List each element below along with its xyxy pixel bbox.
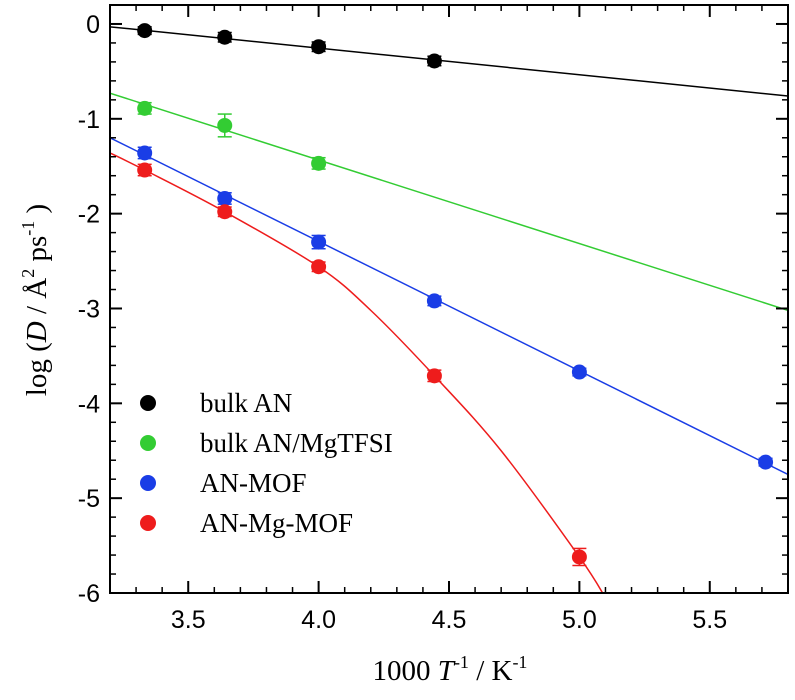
data-point [311, 234, 327, 250]
data-point [311, 259, 327, 275]
data-point [426, 53, 442, 69]
y-tick-label: -2 [78, 201, 100, 229]
plot-frame [109, 4, 789, 594]
legend: bulk AN bulk AN/MgTFSI AN-MOF AN-Mg-MOF [140, 388, 393, 538]
data-point [217, 190, 233, 206]
data-point [137, 162, 153, 178]
data-point [311, 39, 327, 55]
data-point [137, 100, 153, 116]
x-tick-label: 5.5 [692, 606, 727, 634]
fit-line-bulk-an-mgtfsi [110, 92, 788, 312]
legend-marker [140, 435, 156, 451]
data-point [571, 549, 587, 565]
data-point [137, 23, 153, 39]
y-tick-label: -5 [78, 485, 100, 513]
legend-marker [140, 475, 156, 491]
legend-label: AN-MOF [200, 468, 307, 498]
x-tick-label: 3.5 [171, 606, 206, 634]
y-tick-label: -3 [78, 295, 100, 323]
data-point [137, 145, 153, 161]
data-point [571, 364, 587, 380]
data-point [217, 29, 233, 45]
y-axis-title: log (D / Å2 ps-1 ) [18, 204, 53, 396]
y-tick-label: -1 [78, 106, 100, 134]
x-axis-title: 1000 T-1 / K-1 [373, 652, 528, 687]
legend-marker [140, 515, 156, 531]
fit-line-an-mg-mof [110, 152, 604, 593]
data-point [426, 293, 442, 309]
y-tick-label: -4 [78, 390, 100, 418]
y-tick-label: -6 [78, 580, 100, 608]
data-point [217, 117, 233, 133]
legend-marker [140, 395, 156, 411]
fit-line-bulk-an [110, 26, 788, 97]
data-points [137, 23, 774, 565]
legend-label: bulk AN [200, 388, 292, 418]
x-axis-ticks: 3.5 4.0 4.5 5.0 5.5 [135, 5, 789, 634]
data-point [426, 368, 442, 384]
y-tick-label: 0 [86, 11, 100, 39]
x-tick-label: 4.5 [432, 606, 467, 634]
legend-label: bulk AN/MgTFSI [200, 428, 393, 458]
x-tick-label: 4.0 [301, 606, 336, 634]
data-point [311, 155, 327, 171]
fit-line-an-mof [110, 137, 788, 476]
data-point [217, 204, 233, 220]
y-axis-ticks: 0 -1 -2 -3 -4 -5 -6 [78, 11, 788, 608]
x-tick-label: 5.0 [562, 606, 597, 634]
data-point [758, 454, 774, 470]
legend-label: AN-Mg-MOF [200, 508, 353, 538]
